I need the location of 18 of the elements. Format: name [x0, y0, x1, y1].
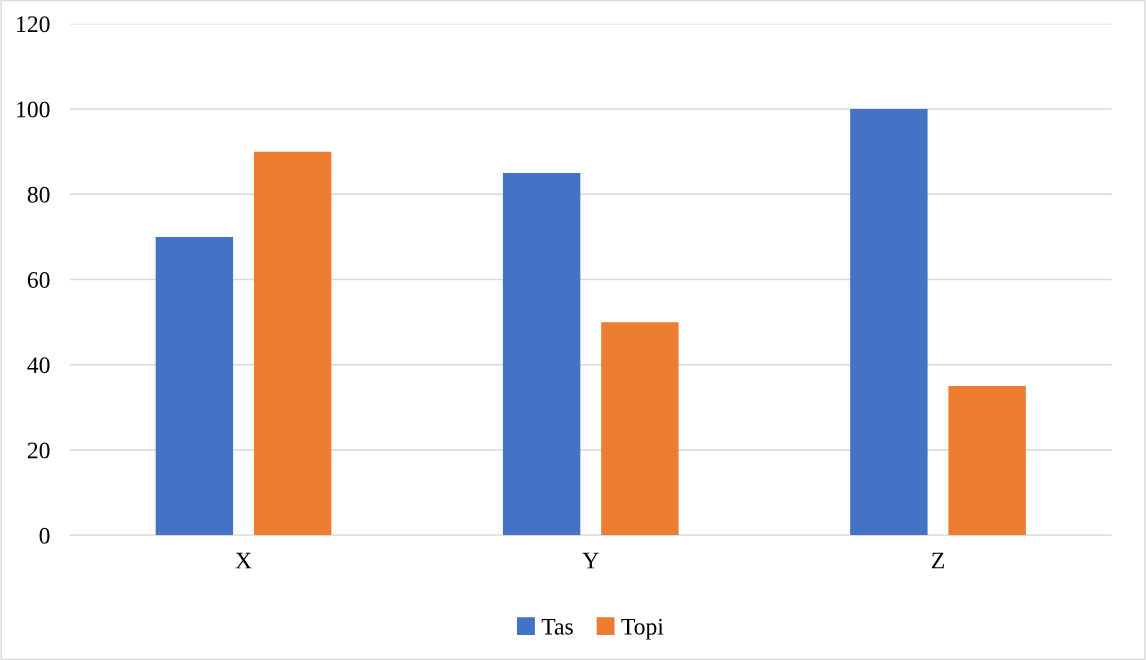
legend-label: Topi — [621, 618, 664, 640]
y-tick-label: 0 — [39, 527, 50, 544]
bar — [850, 109, 928, 536]
bar — [502, 172, 581, 536]
y-tick-label: 60 — [27, 272, 50, 288]
bar — [253, 151, 332, 536]
bar — [601, 322, 679, 536]
x-tick-label: Z — [931, 552, 944, 569]
bar — [948, 386, 1026, 536]
y-tick-label: 100 — [17, 101, 50, 118]
x-tick-label: Y — [582, 552, 599, 569]
y-tick-label: 20 — [27, 442, 50, 459]
x-tick-label: X — [235, 552, 252, 569]
y-tick-label: 40 — [27, 357, 50, 374]
bar — [155, 236, 234, 536]
y-tick-label: 80 — [27, 186, 50, 203]
legend-label: Tas — [541, 618, 573, 635]
y-tick-label: 120 — [17, 16, 50, 33]
